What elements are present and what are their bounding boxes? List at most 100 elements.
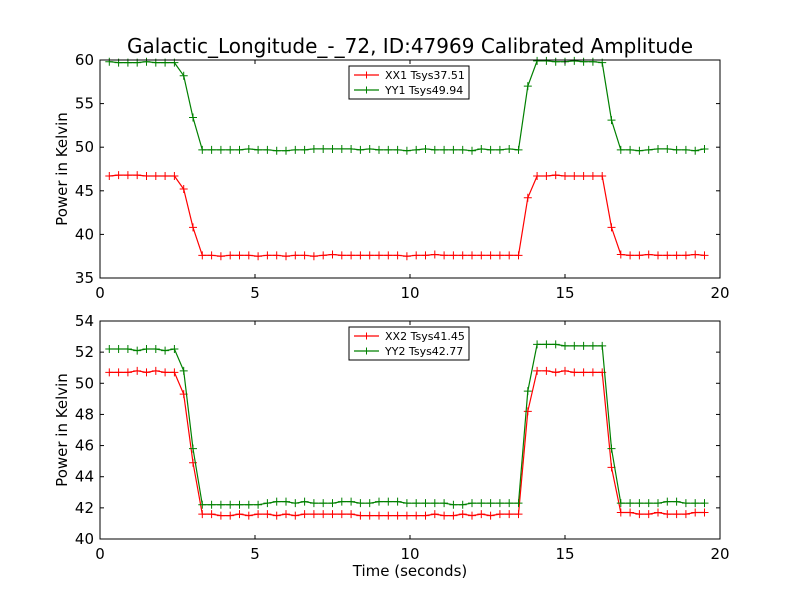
data-point xyxy=(356,251,365,260)
data-point xyxy=(189,113,197,122)
data-point xyxy=(337,251,346,260)
data-point xyxy=(691,250,700,259)
data-point xyxy=(551,368,560,377)
data-point xyxy=(291,511,300,520)
data-point xyxy=(375,497,383,506)
x-axis-label: Time (seconds) xyxy=(352,562,468,580)
data-point xyxy=(402,511,411,520)
data-point xyxy=(542,340,551,349)
data-point xyxy=(365,499,374,508)
data-point xyxy=(505,510,514,519)
x-tick-label: 15 xyxy=(555,545,574,563)
data-point xyxy=(328,510,337,519)
data-point xyxy=(412,251,421,260)
data-point xyxy=(300,497,309,506)
data-point xyxy=(468,511,476,520)
y-tick-label: 35 xyxy=(75,269,94,287)
data-point xyxy=(505,499,514,508)
x-tick-label: 10 xyxy=(400,284,419,302)
data-point xyxy=(356,511,365,520)
data-point xyxy=(421,251,430,260)
data-point xyxy=(170,368,179,377)
data-point xyxy=(588,368,597,377)
data-point xyxy=(356,145,365,154)
data-point xyxy=(644,510,653,519)
data-point xyxy=(663,510,672,519)
data-point xyxy=(105,368,114,377)
data-point xyxy=(495,251,504,260)
data-point xyxy=(440,145,449,154)
data-point xyxy=(607,444,616,453)
data-point xyxy=(189,444,197,453)
data-point xyxy=(588,57,597,66)
data-point xyxy=(598,171,607,180)
data-point xyxy=(402,146,411,155)
data-point xyxy=(533,366,542,375)
data-point xyxy=(179,366,188,375)
data-point xyxy=(235,251,244,260)
data-point xyxy=(412,511,421,520)
data-point xyxy=(635,146,644,155)
data-point xyxy=(226,145,235,154)
data-point xyxy=(626,508,635,517)
data-point xyxy=(635,251,644,260)
data-point xyxy=(579,341,588,350)
data-point xyxy=(570,56,579,65)
data-point xyxy=(151,366,160,375)
data-point xyxy=(663,144,672,153)
data-point xyxy=(254,145,263,154)
data-point xyxy=(421,511,430,520)
data-point xyxy=(691,508,700,517)
data-point xyxy=(681,251,690,260)
data-point xyxy=(561,366,569,375)
data-point xyxy=(328,250,337,259)
data-point xyxy=(514,510,523,519)
data-point xyxy=(375,145,383,154)
data-point xyxy=(235,145,244,154)
data-point xyxy=(430,499,439,508)
data-point xyxy=(412,145,421,154)
data-point xyxy=(393,511,402,520)
data-point xyxy=(133,171,142,180)
data-point xyxy=(523,387,532,396)
data-point xyxy=(598,341,607,350)
data-point xyxy=(421,144,430,153)
data-point xyxy=(337,144,346,153)
data-point xyxy=(114,345,123,354)
data-point xyxy=(300,510,309,519)
data-point xyxy=(282,497,290,506)
legend-marker xyxy=(363,86,370,94)
data-point xyxy=(198,251,207,260)
data-point xyxy=(635,499,644,508)
data-point xyxy=(654,144,662,153)
data-point xyxy=(514,499,523,508)
legend-box xyxy=(348,65,470,100)
data-point xyxy=(375,511,383,520)
data-point xyxy=(263,499,272,508)
data-point xyxy=(421,499,430,508)
data-point xyxy=(235,500,244,509)
data-point xyxy=(523,82,532,91)
data-point xyxy=(309,510,318,519)
data-point xyxy=(449,251,458,260)
data-point xyxy=(468,146,476,155)
data-point xyxy=(282,146,290,155)
data-point xyxy=(207,500,216,509)
legend-marker xyxy=(363,332,370,340)
data-point xyxy=(542,171,551,180)
data-point xyxy=(607,116,616,125)
data-point xyxy=(384,145,393,154)
legend-label: XX1 Tsys37.51 xyxy=(385,69,465,82)
data-point xyxy=(570,171,579,180)
data-point xyxy=(393,497,402,506)
data-point xyxy=(616,499,625,508)
data-point xyxy=(123,345,132,354)
data-point xyxy=(644,250,653,259)
data-point xyxy=(440,499,449,508)
data-point xyxy=(384,251,393,260)
data-point xyxy=(105,345,114,354)
series-line xyxy=(109,370,705,517)
data-point xyxy=(402,499,411,508)
data-point xyxy=(663,497,672,506)
data-point xyxy=(542,56,551,65)
